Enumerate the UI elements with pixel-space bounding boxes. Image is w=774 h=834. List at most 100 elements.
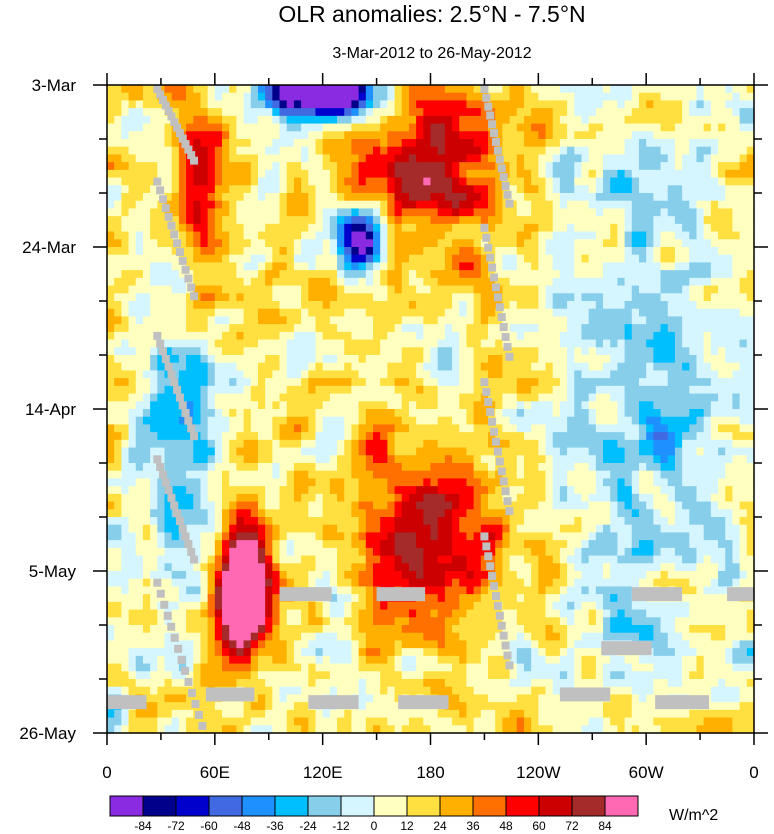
- heatmap-cell: [200, 108, 209, 117]
- heatmap-cell: [581, 108, 590, 117]
- heatmap-cell: [257, 108, 266, 117]
- heatmap-cell: [337, 432, 345, 441]
- heatmap-cell: [272, 123, 281, 132]
- heatmap-cell: [121, 92, 130, 102]
- heatmap-cell: [495, 355, 503, 364]
- heatmap-cell: [567, 478, 575, 487]
- heatmap-cell: [423, 231, 432, 240]
- heatmap-cell: [631, 162, 640, 171]
- heatmap-cell: [293, 370, 302, 379]
- heatmap-cell: [696, 370, 705, 379]
- heatmap-cell: [200, 216, 209, 225]
- heatmap-cell: [372, 478, 381, 487]
- heatmap-cell: [344, 247, 353, 256]
- heatmap-cell: [603, 131, 611, 140]
- heatmap-cell: [229, 463, 237, 472]
- heatmap-cell: [703, 447, 712, 456]
- heatmap-cell: [437, 316, 446, 325]
- heatmap-cell: [746, 92, 755, 102]
- heatmap-cell: [286, 139, 295, 148]
- heatmap-cell: [322, 370, 331, 379]
- heatmap-cell: [214, 92, 223, 102]
- heatmap-cell: [257, 193, 266, 202]
- heatmap-cell: [725, 455, 734, 464]
- heatmap-cell: [408, 355, 417, 364]
- heatmap-cell: [531, 470, 539, 480]
- heatmap-cell: [667, 270, 676, 279]
- heatmap-cell: [157, 154, 166, 163]
- heatmap-cell: [581, 185, 590, 194]
- heatmap-cell: [243, 416, 252, 426]
- heatmap-cell: [466, 146, 475, 156]
- heatmap-cell: [344, 131, 353, 140]
- heatmap-cell: [272, 131, 281, 140]
- heatmap-cell: [250, 285, 259, 294]
- heatmap-cell: [408, 455, 417, 464]
- heatmap-cell: [207, 193, 216, 202]
- heatmap-cell: [617, 339, 626, 348]
- heatmap-cell: [459, 223, 468, 233]
- heatmap-cell: [416, 108, 424, 117]
- heatmap-cell: [157, 355, 166, 364]
- heatmap-cell: [401, 254, 410, 264]
- heatmap-cell: [746, 200, 755, 210]
- heatmap-cell: [394, 200, 403, 210]
- heatmap-cell: [638, 169, 647, 179]
- heatmap-cell: [638, 478, 647, 487]
- heatmap-cell: [610, 455, 619, 464]
- heatmap-cell: [430, 185, 439, 194]
- heatmap-cell: [293, 208, 302, 217]
- heatmap-cell: [214, 169, 223, 179]
- heatmap-cell: [315, 92, 324, 102]
- heatmap-cell: [150, 347, 158, 356]
- heatmap-cell: [286, 85, 295, 94]
- heatmap-cell: [135, 293, 144, 302]
- heatmap-cell: [214, 378, 223, 387]
- heatmap-cell: [150, 362, 158, 372]
- heatmap-cell: [617, 362, 626, 372]
- heatmap-cell: [588, 108, 597, 117]
- heatmap-cell: [444, 362, 453, 372]
- heatmap-cell: [329, 424, 338, 433]
- heatmap-cell: [416, 463, 424, 472]
- heatmap-cell: [703, 146, 712, 156]
- heatmap-cell: [516, 185, 525, 194]
- heatmap-cell: [509, 285, 518, 294]
- heatmap-cell: [337, 339, 345, 348]
- heatmap-cell: [610, 493, 619, 503]
- heatmap-cell: [732, 100, 741, 109]
- heatmap-cell: [272, 254, 281, 264]
- heatmap-cell: [653, 185, 662, 194]
- heatmap-cell: [164, 439, 173, 449]
- heatmap-cell: [631, 393, 640, 402]
- heatmap-cell: [401, 470, 410, 480]
- heatmap-cell: [121, 115, 130, 125]
- heatmap-cell: [229, 493, 237, 503]
- heatmap-cell: [523, 339, 532, 348]
- heatmap-cell: [452, 254, 460, 264]
- heatmap-cell: [603, 385, 611, 395]
- heatmap-cell: [603, 393, 611, 402]
- heatmap-cell: [710, 216, 719, 225]
- heatmap-cell: [301, 200, 309, 210]
- heatmap-cell: [473, 123, 482, 132]
- heatmap-cell: [142, 486, 151, 495]
- heatmap-cell: [660, 193, 669, 202]
- heatmap-cell: [509, 146, 518, 156]
- heatmap-cell: [142, 463, 151, 472]
- heatmap-cell: [423, 378, 432, 387]
- heatmap-cell: [437, 216, 446, 225]
- heatmap-cell: [372, 285, 381, 294]
- heatmap-cell: [574, 470, 583, 480]
- heatmap-cell: [725, 493, 734, 503]
- heatmap-cell: [408, 131, 417, 140]
- heatmap-cell: [552, 339, 561, 348]
- heatmap-cell: [416, 393, 424, 402]
- heatmap-cell: [293, 285, 302, 294]
- heatmap-cell: [574, 316, 583, 325]
- heatmap-cell: [480, 301, 489, 310]
- heatmap-cell: [595, 270, 604, 279]
- heatmap-cell: [121, 478, 130, 487]
- heatmap-cell: [531, 486, 539, 495]
- heatmap-cell: [214, 486, 223, 495]
